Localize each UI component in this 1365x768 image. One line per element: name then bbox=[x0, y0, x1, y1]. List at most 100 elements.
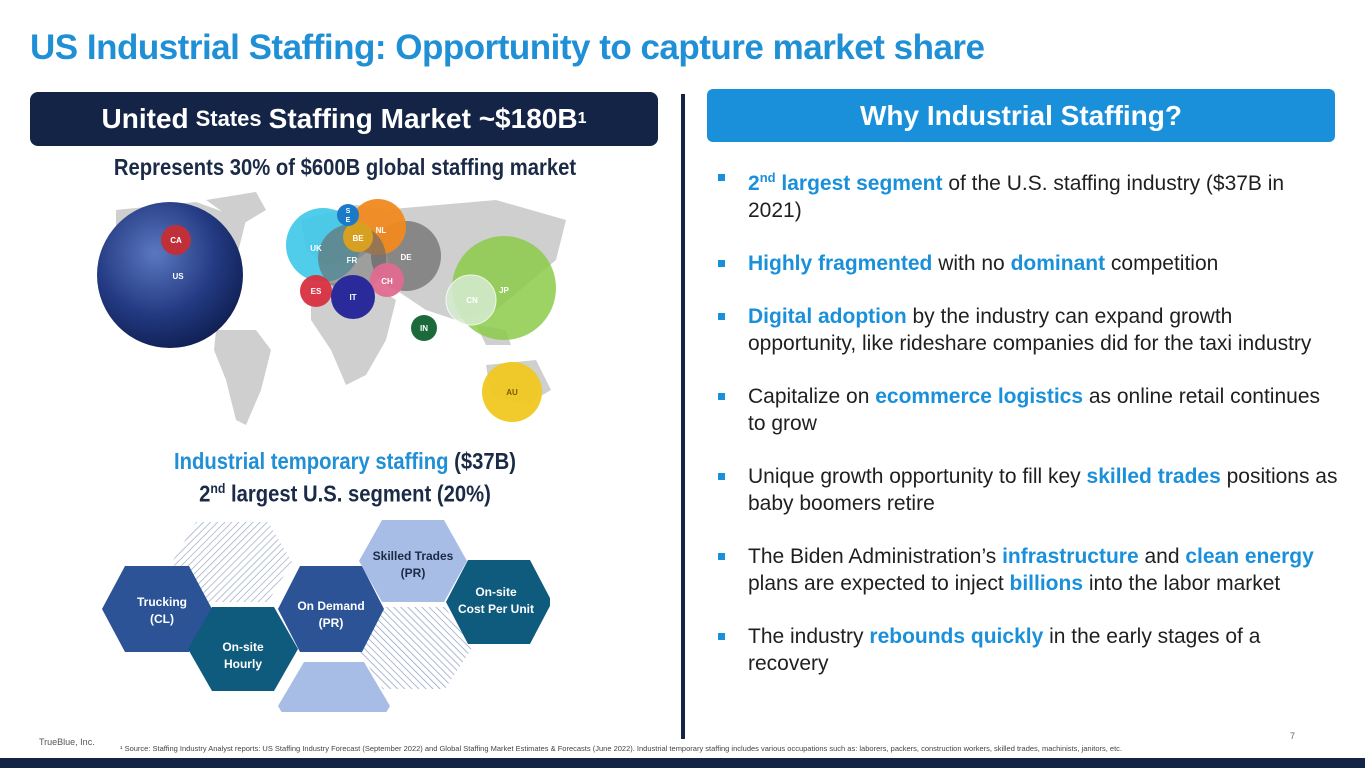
company-name: TrueBlue, Inc. bbox=[39, 737, 95, 747]
map-label-us: US bbox=[172, 272, 184, 281]
bullet-4-text-1: Capitalize on bbox=[748, 385, 876, 408]
us-bubble bbox=[97, 202, 243, 348]
bullet-2-highlight-1: Highly fragmented bbox=[748, 252, 933, 275]
skilled-trades-hex bbox=[359, 520, 467, 602]
page-number: 7 bbox=[1290, 731, 1296, 741]
industrial-staffing-value: ($37B) bbox=[448, 448, 516, 474]
why-industrial-banner: Why Industrial Staffing? bbox=[707, 89, 1335, 142]
bullet-7-text-2: in the early stages of a recovery bbox=[748, 625, 1261, 675]
trucking-label-2: (CL) bbox=[150, 612, 174, 626]
es-bubble bbox=[300, 275, 332, 307]
bullet-4-highlight: ecommerce logistics bbox=[875, 385, 1084, 408]
world-market-map: CA US UK NL BE FR DE CH ES IT IN JP CN A… bbox=[97, 192, 566, 425]
map-label-uk: UK bbox=[310, 244, 322, 253]
onsite-cpu-label-2: Cost Per Unit bbox=[458, 602, 534, 616]
onsite-hourly-label-2: Hourly bbox=[224, 657, 262, 671]
be-bubble bbox=[343, 222, 373, 252]
au-bubble bbox=[482, 362, 542, 422]
hatched-hex-bottom bbox=[357, 607, 472, 689]
map-label-es: ES bbox=[311, 287, 322, 296]
source-footnote: ¹ Source: Staffing Industry Analyst repo… bbox=[120, 744, 1122, 753]
cn-bubble bbox=[445, 274, 497, 326]
bullet-3-highlight: Digital adoption bbox=[748, 305, 907, 328]
map-label-nl: NL bbox=[376, 226, 387, 235]
bullet-square-icon bbox=[718, 260, 725, 267]
industrial-staffing-label: Industrial temporary staffing bbox=[174, 448, 449, 474]
bullet-5-highlight: skilled trades bbox=[1086, 465, 1221, 488]
banner-part2: States bbox=[195, 106, 262, 131]
trucking-label-1: Trucking bbox=[137, 595, 187, 609]
onsite-cpu-hex bbox=[446, 560, 550, 644]
bullet-6-text-2: and bbox=[1138, 545, 1186, 568]
on-demand-label-2: (PR) bbox=[319, 616, 344, 630]
onsite-hourly-hex bbox=[188, 607, 298, 691]
onsite-hourly-label-1: On-site bbox=[222, 640, 264, 654]
why-industrial-list: 2nd largest segment of the U.S. staffing… bbox=[718, 164, 1338, 703]
segment-rank-number: 2 bbox=[199, 480, 211, 507]
bullet-rebounds: The industry rebounds quickly in the ear… bbox=[718, 623, 1338, 677]
bullet-1-rank: 2 bbox=[748, 172, 760, 195]
bullet-2-highlight-2: dominant bbox=[1010, 252, 1106, 275]
bullet-square-icon bbox=[718, 174, 725, 181]
map-label-ch: CH bbox=[381, 277, 393, 286]
segment-rank-heading: 2nd largest U.S. segment (20%) bbox=[41, 480, 648, 508]
bullet-1-text: of the U.S. staffing industry ($37B in 2… bbox=[748, 172, 1285, 222]
bullet-2-text-1: with no bbox=[932, 252, 1011, 275]
onsite-cpu-label-1: On-site bbox=[475, 585, 517, 599]
map-label-fr: FR bbox=[347, 256, 358, 265]
bullet-6-text-3: plans are expected to inject bbox=[748, 572, 1010, 595]
bullet-1-suffix: nd bbox=[759, 170, 776, 185]
bullet-square-icon bbox=[718, 313, 725, 320]
map-label-au: AU bbox=[506, 388, 518, 397]
bullet-digital-adoption: Digital adoption by the industry can exp… bbox=[718, 303, 1338, 357]
on-demand-hex bbox=[278, 566, 384, 652]
skilled-trades-label-1: Skilled Trades bbox=[373, 549, 454, 563]
bullet-square-icon bbox=[718, 473, 725, 480]
it-bubble bbox=[331, 275, 375, 319]
bullet-second-largest: 2nd largest segment of the U.S. staffing… bbox=[718, 164, 1338, 224]
bullet-4-text-2: as online retail continues to grow bbox=[748, 385, 1320, 435]
bullet-skilled-trades: Unique growth opportunity to fill key sk… bbox=[718, 463, 1338, 517]
industrial-segments-hexes: Trucking (CL) On-site Hourly On Demand (… bbox=[102, 520, 550, 712]
trucking-hex bbox=[102, 566, 212, 652]
bullet-6-text-1: The Biden Administration’s bbox=[748, 545, 1003, 568]
bullet-1-highlight: largest segment bbox=[775, 172, 943, 195]
bullet-6-highlight-1: infrastructure bbox=[1002, 545, 1139, 568]
industrial-staffing-heading: Industrial temporary staffing ($37B) bbox=[41, 448, 648, 475]
bullet-6-text-4: into the labor market bbox=[1083, 572, 1281, 595]
empty-hex-bottom bbox=[278, 662, 390, 712]
banner-part1: United bbox=[101, 103, 189, 134]
bullet-7-highlight: rebounds quickly bbox=[869, 625, 1044, 648]
bullet-ecommerce: Capitalize on ecommerce logistics as onl… bbox=[718, 383, 1338, 437]
global-market-subhead: Represents 30% of $600B global staffing … bbox=[113, 154, 577, 180]
bottom-bar bbox=[0, 758, 1365, 768]
bullet-7-text-1: The industry bbox=[748, 625, 870, 648]
us-market-banner: United States Staffing Market ~$180B 1 bbox=[30, 92, 658, 146]
bullet-6-highlight-2: clean energy bbox=[1185, 545, 1314, 568]
map-label-ca: CA bbox=[170, 236, 182, 245]
bullet-5-text-1: Unique growth opportunity to fill key bbox=[748, 465, 1087, 488]
in-bubble bbox=[411, 315, 437, 341]
bullet-6-highlight-3: billions bbox=[1009, 572, 1084, 595]
page-title: US Industrial Staffing: Opportunity to c… bbox=[30, 28, 985, 67]
on-demand-label-1: On Demand bbox=[297, 599, 364, 613]
ch-bubble bbox=[370, 263, 404, 297]
map-label-jp: JP bbox=[499, 286, 509, 295]
map-label-de: DE bbox=[400, 253, 412, 262]
map-label-be: BE bbox=[352, 234, 364, 243]
map-label-it: IT bbox=[349, 293, 356, 302]
ca-bubble bbox=[161, 225, 191, 255]
bullet-square-icon bbox=[718, 393, 725, 400]
bullet-square-icon bbox=[718, 633, 725, 640]
bullet-square-icon bbox=[718, 553, 725, 560]
skilled-trades-label-2: (PR) bbox=[401, 566, 426, 580]
se-bubble bbox=[337, 204, 359, 226]
segment-rank-suffix: nd bbox=[210, 480, 226, 496]
bullet-3-text: by the industry can expand growth opport… bbox=[748, 305, 1312, 355]
bullet-5-text-2: positions as baby boomers retire bbox=[748, 465, 1338, 515]
vertical-divider bbox=[681, 94, 685, 739]
bullet-infrastructure: The Biden Administration’s infrastructur… bbox=[718, 543, 1338, 597]
bullet-fragmented: Highly fragmented with no dominant compe… bbox=[718, 250, 1338, 277]
banner-part3: Staffing Market ~$180B bbox=[268, 103, 578, 134]
